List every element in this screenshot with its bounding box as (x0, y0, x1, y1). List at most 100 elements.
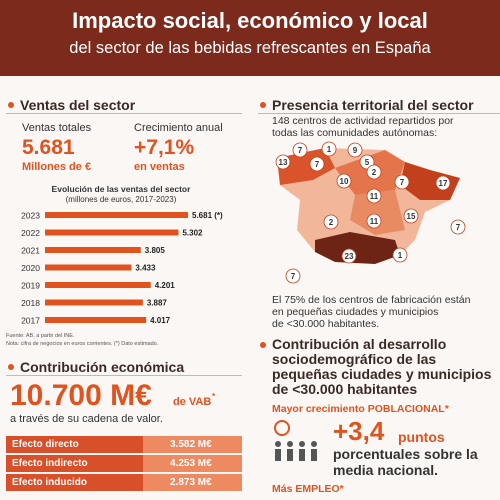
count-label: 2 (372, 168, 377, 177)
unit: de VAB (173, 396, 212, 408)
header-band (0, 0, 500, 76)
big-value: 5.681 (22, 136, 75, 159)
count-badge (275, 154, 291, 170)
chart-title: Evolución de las ventas del sector (51, 184, 191, 194)
table-row: Efecto indirecto 4.253 M€ (6, 455, 242, 472)
count-label: 23 (345, 252, 354, 261)
row-value: 4.253 M€ (170, 458, 212, 469)
count-label: 1 (327, 145, 332, 154)
count-label: 7 (315, 160, 320, 169)
population-text: porcentuales sobre la media nacional. (333, 446, 478, 478)
value-label: 3.887 (147, 299, 168, 308)
row-value: 3.582 M€ (170, 439, 212, 450)
count-badge (392, 247, 408, 263)
count-label: 11 (370, 192, 379, 201)
table-row: Efecto directo 3.582 M€ (6, 436, 242, 453)
count-badge (336, 173, 352, 189)
subtitle: del sector de las bebidas refrescantes e… (69, 39, 431, 57)
count-badge (292, 142, 308, 158)
count-label: 5 (365, 158, 370, 167)
bar (45, 212, 188, 218)
count-badge (366, 188, 382, 204)
big-value: +7,1% (134, 136, 195, 159)
category-label: 2022 (21, 228, 40, 238)
big-value: 10.700 M€ (10, 379, 152, 412)
count-badge (341, 248, 357, 264)
table-row: Efecto inducido 2.873 M€ (6, 474, 242, 491)
count-label: 2 (329, 218, 334, 227)
description: a través de su cadena de valor. (10, 413, 163, 425)
label: Ventas totales (22, 122, 92, 134)
bar (45, 247, 141, 253)
section-heading: Ventas del sector (6, 97, 242, 114)
count-label: 13 (279, 158, 288, 167)
count-badge (366, 164, 382, 180)
bar (45, 264, 132, 271)
text-line: de <30.000 habitantes. (272, 318, 380, 330)
count-label: 10 (340, 177, 349, 186)
count-badge (366, 213, 382, 229)
count-badge (323, 214, 339, 230)
row-label: Efecto inducido (12, 477, 87, 488)
count-label: 7 (400, 178, 405, 187)
bar (45, 282, 151, 288)
row-label: Efecto directo (12, 439, 79, 450)
region (315, 232, 400, 264)
count-label: 7 (298, 146, 303, 155)
count-label: 15 (407, 212, 416, 221)
text-line: sociodemográfico de las (272, 351, 437, 367)
category-label: 2020 (21, 263, 40, 273)
people-icon (274, 420, 317, 461)
title: Impacto social, económico y local (72, 8, 428, 33)
label: Crecimiento anual (134, 122, 223, 134)
text-line: en pequeñas ciudades y municipios (272, 306, 439, 318)
count-badge (403, 208, 419, 224)
text-line: media nacional. (333, 462, 439, 478)
count-label: 11 (370, 217, 379, 226)
category-label: 2023 (21, 211, 40, 221)
text-line: pequeñas ciudades y municipios (272, 366, 492, 382)
text-line: porcentuales sobre la (333, 446, 478, 462)
row-label: Efecto indirecto (12, 458, 88, 469)
value-label: 3.805 (145, 246, 166, 255)
unit: Millones de € (22, 161, 92, 173)
bar (45, 299, 143, 306)
bar (45, 229, 179, 236)
big-value: +3,4 (333, 416, 385, 446)
unit: en ventas (134, 161, 185, 173)
count-badge (321, 141, 337, 157)
count-badge (450, 219, 466, 235)
count-badge (435, 175, 451, 191)
value-label: 4.017 (150, 316, 171, 325)
value-label: 4.201 (155, 281, 176, 290)
category-label: 2021 (21, 246, 40, 256)
intro: 148 centros de actividad repartidos por … (272, 115, 454, 139)
count-label: 1 (398, 251, 403, 260)
source: Fuente: AB, a partir del INE. (6, 333, 75, 339)
label: Mayor crecimiento POBLACIONAL* (272, 403, 449, 415)
count-label: 9 (353, 146, 358, 155)
category-label: 2017 (21, 316, 40, 326)
count-badge (309, 156, 325, 172)
count-badge (285, 268, 301, 284)
category-label: 2019 (21, 281, 40, 291)
region (277, 148, 335, 185)
label: Más EMPLEO* (272, 483, 344, 495)
unit: puntos (398, 429, 445, 445)
text-line: Contribución al desarrollo (272, 336, 447, 352)
note: Nota: cifra de negocios en euros corrien… (6, 341, 159, 347)
count-label: 7 (291, 272, 296, 281)
count-label: 7 (456, 223, 461, 232)
section-heading: Contribución económica (6, 359, 242, 376)
bar-chart: 2023 5.681 (*) 2022 5.302 2021 3.805 2020 3.433… (21, 211, 223, 326)
section-heading: Presencia territorial del sector (258, 97, 500, 114)
count-badge (394, 174, 410, 190)
footnote-mark: * (212, 392, 216, 401)
row-value: 2.873 M€ (170, 477, 212, 488)
bar (45, 317, 147, 323)
text-line: El 75% de los centros de fabricación est… (272, 294, 471, 306)
note: El 75% de los centros de fabricación est… (272, 294, 470, 330)
chart-subtitle: (millones de euros, 2017-2023) (65, 195, 177, 204)
